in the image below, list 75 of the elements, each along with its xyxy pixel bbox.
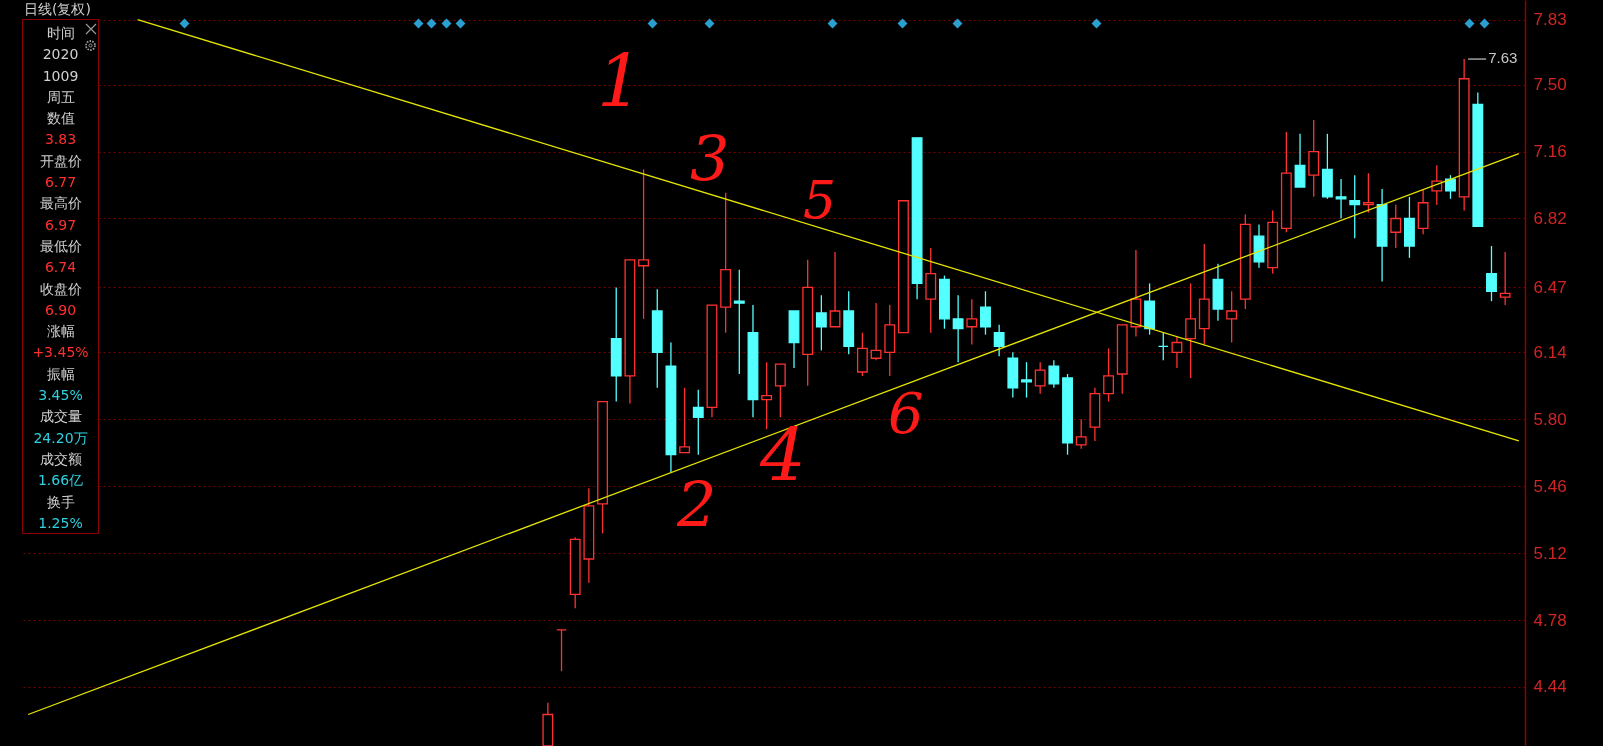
candlestick (638, 168, 650, 320)
annotation: 成交额 (38, 449, 83, 469)
candlestick (856, 332, 868, 377)
annotation: 最高价 (38, 194, 83, 214)
annotation: 4 (760, 414, 806, 498)
candlestick (1075, 418, 1087, 450)
candlestick (1171, 335, 1183, 369)
candlestick (1362, 172, 1374, 214)
candlestick (993, 324, 1005, 357)
candlestick (952, 294, 964, 363)
y-tick-label: 7.50 (1533, 75, 1567, 95)
y-tick-label: 6.82 (1533, 208, 1567, 228)
candlestick (679, 387, 691, 454)
annotation: 2 (677, 468, 717, 541)
candlestick (1431, 164, 1443, 206)
annotation: 涨幅 (45, 322, 76, 342)
candlestick (733, 269, 745, 375)
annotation: 6.90 (43, 300, 78, 320)
annotation: +3.45% (31, 343, 90, 363)
candlestick (692, 389, 704, 456)
candlestick (870, 302, 882, 361)
annotation: 6.97 (43, 215, 78, 235)
annotation: 时间 (45, 24, 76, 43)
annotation: 1.66亿 (36, 471, 85, 491)
annotation: 3.83 (43, 130, 78, 150)
y-tick-label: 5.80 (1533, 409, 1567, 429)
y-tick-label: 5.46 (1533, 476, 1567, 496)
candlestick (1021, 361, 1032, 399)
annotation: 1.25% (37, 513, 84, 533)
annotation: 成交量 (38, 407, 83, 427)
annotation: 数值 (45, 109, 76, 129)
candlestick (1445, 174, 1456, 200)
annotation: 24.20万 (32, 428, 89, 448)
y-tick-label: 4.44 (1533, 677, 1567, 697)
annotation: 2020 (41, 45, 80, 65)
candlestick (966, 298, 978, 346)
annotation: 3.45% (37, 386, 84, 406)
annotation: 收盘价 (38, 279, 83, 299)
annotation: 5 (803, 170, 837, 230)
candlestick (1185, 282, 1197, 379)
candlestick (1499, 251, 1511, 306)
chart-title: 日线(复权) (24, 0, 91, 18)
candlestick (1034, 361, 1046, 395)
annotation: 6 (888, 381, 924, 446)
candlestick (1349, 174, 1361, 239)
candlestick (1103, 347, 1114, 403)
candlestick (1048, 359, 1060, 389)
annotation: 3 (690, 122, 730, 195)
annotation: 开盘价 (38, 151, 83, 171)
annotation: 振幅 (45, 364, 76, 384)
candlestick (1226, 290, 1238, 344)
annotation: 1009 (41, 66, 80, 86)
y-tick-label: 6.47 (1533, 277, 1567, 297)
candlestick (815, 294, 827, 352)
annotation: 1 (597, 40, 643, 124)
y-tick-label: 6.14 (1533, 342, 1567, 362)
candlestick (1308, 119, 1320, 198)
y-tick-label: 4.78 (1533, 610, 1567, 630)
y-tick-label: 7.83 (1533, 10, 1567, 30)
candlestick (829, 251, 841, 328)
candlestick (1390, 204, 1402, 249)
y-tick-label: 7.16 (1533, 142, 1567, 162)
candlestick (980, 290, 991, 336)
annotation: 最低价 (38, 236, 83, 256)
candlestick (1157, 332, 1169, 361)
candlestick (1486, 245, 1497, 302)
candlestick (556, 629, 567, 672)
annotation: 6.77 (43, 173, 78, 193)
annotation: 换手 (45, 492, 76, 512)
y-tick-label: 5.12 (1533, 543, 1567, 563)
annotation: 7.63 (1488, 49, 1518, 67)
annotation: 周五 (45, 87, 76, 107)
candlestick (1294, 133, 1306, 188)
candlestick (774, 363, 786, 418)
annotation: 6.74 (43, 258, 78, 278)
